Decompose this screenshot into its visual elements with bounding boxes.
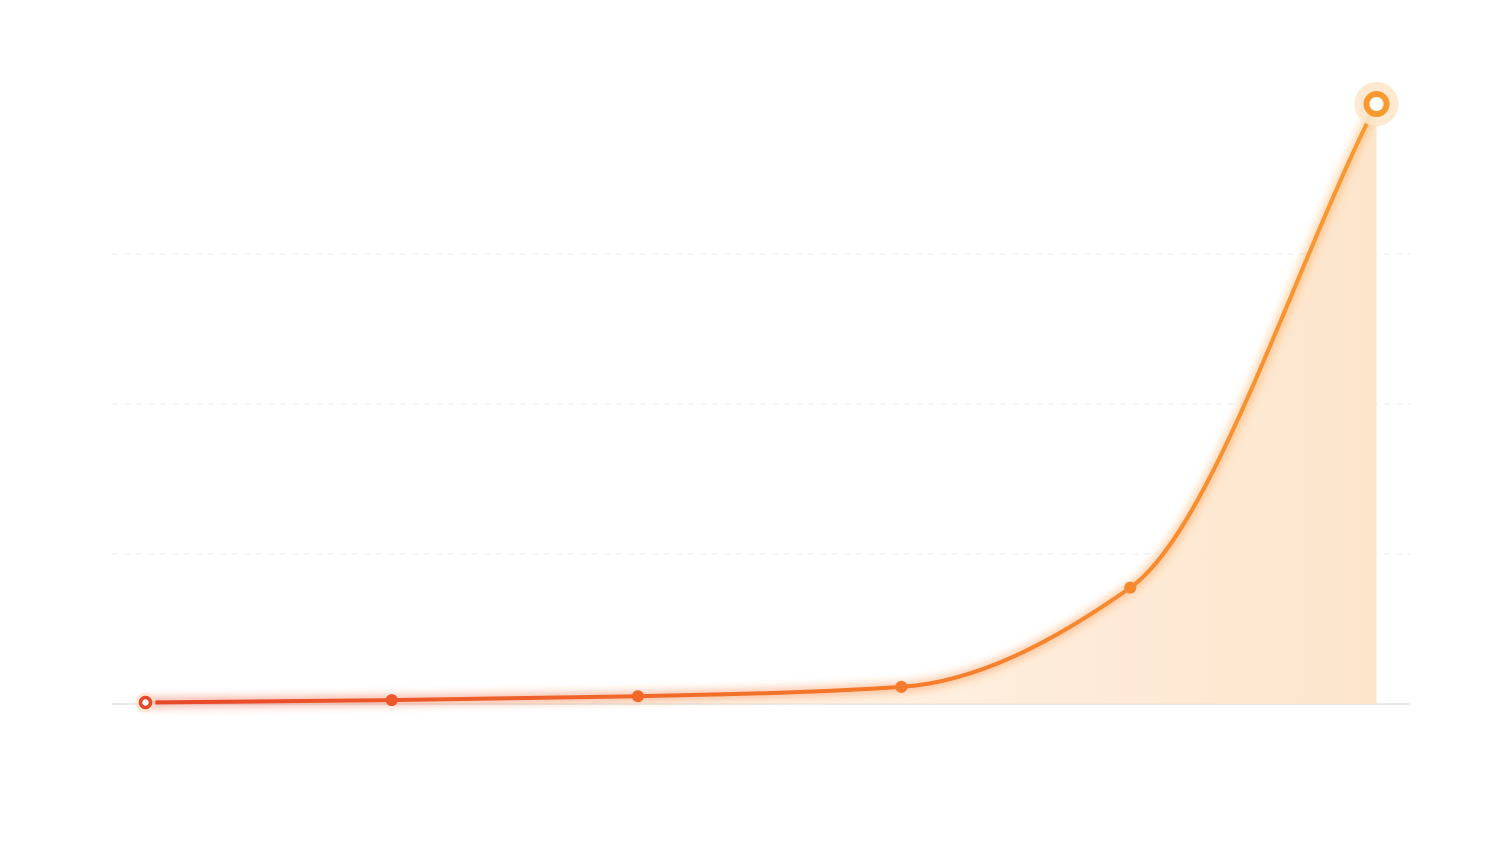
point-layer — [135, 82, 1399, 713]
point-0 — [138, 695, 153, 710]
point-1 — [385, 694, 398, 707]
point-2 — [631, 690, 644, 703]
area-layer — [145, 104, 1377, 704]
point-4 — [1124, 581, 1137, 594]
area-fill — [145, 104, 1377, 704]
point-3 — [895, 680, 908, 693]
point-5 — [1363, 91, 1390, 117]
